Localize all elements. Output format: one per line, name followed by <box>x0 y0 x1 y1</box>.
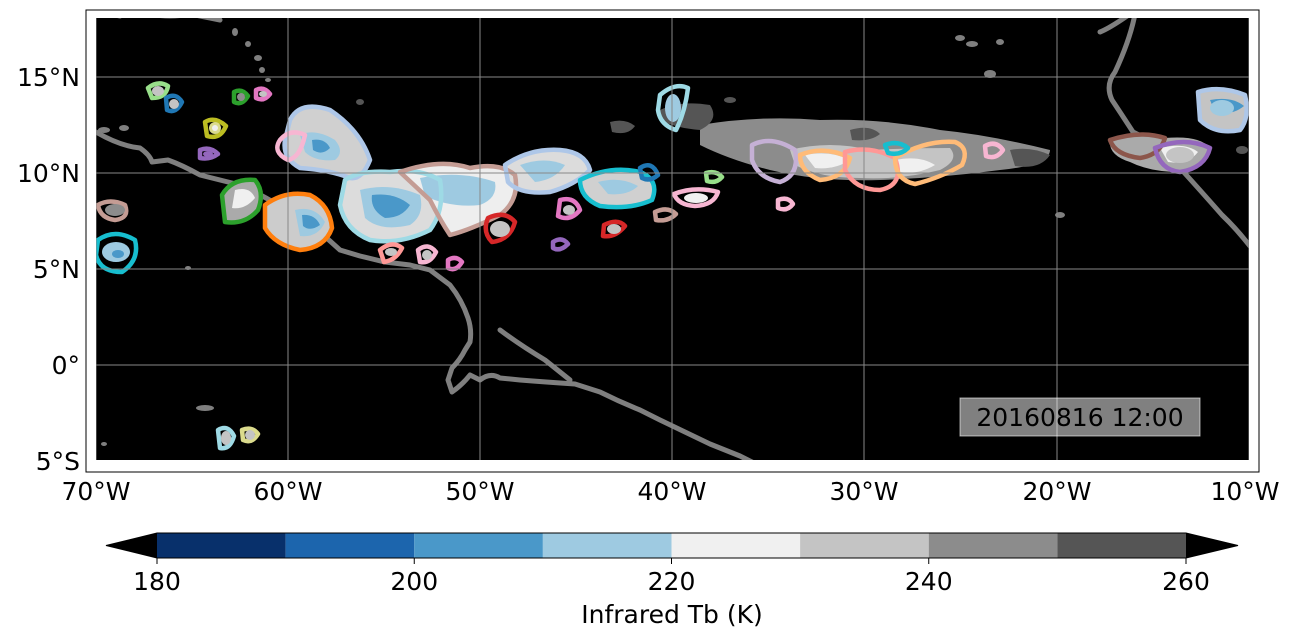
colorbar-swatches <box>157 533 1186 558</box>
lat-tick-label: 5°N <box>33 255 80 284</box>
cloud-west-orange-inner <box>302 214 320 229</box>
timestamp-stamp: 20160816 12:00 <box>959 397 1201 437</box>
colorbar-swatch <box>1057 533 1186 558</box>
timestamp-text: 20160816 12:00 <box>976 403 1183 432</box>
colorbar-swatch <box>800 533 929 558</box>
lat-tick-label: 0° <box>52 351 80 380</box>
lon-tick-label: 10°W <box>1210 477 1279 506</box>
colorbar-swatch <box>542 533 672 558</box>
cloud-atlantic-band-core2 <box>895 158 935 173</box>
colorbar-swatch <box>157 533 286 558</box>
lon-tick-label: 30°W <box>829 477 898 506</box>
lon-tick-label: 50°W <box>445 477 514 506</box>
colorbar-tick-label: 260 <box>1162 567 1210 596</box>
cloud-core-central-inner <box>371 194 410 218</box>
lat-tick-labels: 15°N 10°N 5°N 0° 5°S <box>17 63 80 476</box>
graticule <box>96 18 1249 460</box>
cloud-core-east <box>520 160 565 182</box>
lon-tick-label: 60°W <box>253 477 322 506</box>
small-object-fills <box>102 86 1234 445</box>
lat-tick-label: 5°S <box>36 447 80 476</box>
colorbar: 180 200 220 240 260 Infrared Tb (K) <box>105 532 1239 629</box>
colorbar-extend-high <box>1186 533 1238 558</box>
cloud-green-core <box>232 189 255 209</box>
colorbar-swatch <box>928 533 1058 558</box>
lon-tick-labels: 70°W 60°W 50°W 40°W 30°W 20°W 10°W <box>61 477 1279 506</box>
timestamp-box <box>959 397 1201 437</box>
colorbar-label: Infrared Tb (K) <box>581 600 763 629</box>
cloud-atlantic-band-core <box>805 153 850 169</box>
colorbar-ticks: 180 200 220 240 260 <box>133 558 1210 596</box>
colorbar-extend-low <box>106 533 157 558</box>
lat-tick-label: 10°N <box>17 159 80 188</box>
colorbar-swatch <box>671 533 801 558</box>
tracked-object-outlines <box>96 81 1249 451</box>
lon-tick-label: 70°W <box>61 477 130 506</box>
colorbar-tick-label: 240 <box>905 567 953 596</box>
cloud-core-west-inner <box>312 139 330 153</box>
colorbar-swatch <box>285 533 415 558</box>
colorbar-swatch <box>414 533 543 558</box>
lat-tick-label: 15°N <box>17 63 80 92</box>
colorbar-tick-label: 180 <box>133 567 181 596</box>
cloud-core-far-east <box>598 179 638 195</box>
lon-tick-label: 20°W <box>1022 477 1091 506</box>
lon-tick-label: 40°W <box>637 477 706 506</box>
map-panel: 20160816 12:00 <box>85 9 1260 473</box>
colorbar-tick-label: 200 <box>390 567 438 596</box>
colorbar-tick-label: 220 <box>648 567 696 596</box>
